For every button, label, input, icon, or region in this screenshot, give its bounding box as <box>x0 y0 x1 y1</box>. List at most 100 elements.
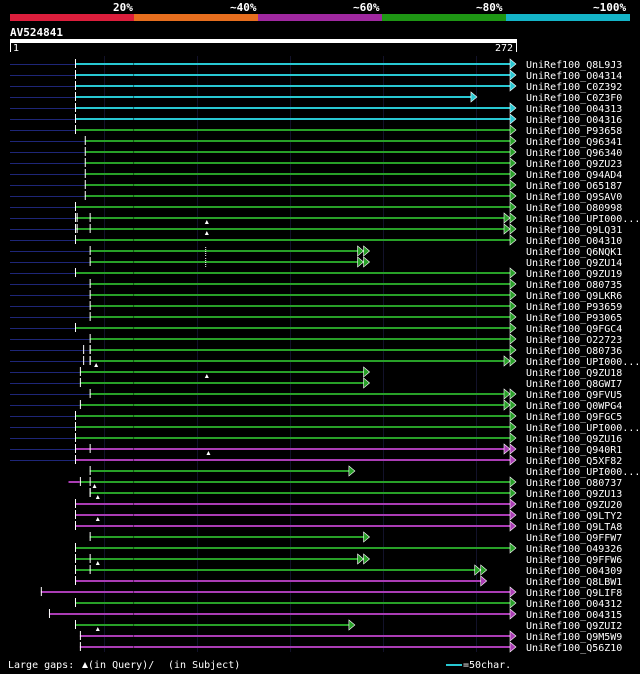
hit-row[interactable]: UniRef100_O04314 <box>10 69 622 82</box>
hit-row[interactable]: UniRef100_Q940R1 <box>10 443 622 456</box>
hit-row[interactable]: UniRef100_Q9LIF8 <box>40 586 623 599</box>
hit-row[interactable]: UniRef100_Q9ZU19 <box>10 267 622 280</box>
hit-row[interactable]: UniRef100_Q9LTY2 <box>75 509 622 522</box>
hit-arrow-head <box>509 113 517 125</box>
hit-row[interactable]: UniRef100_Q8GWI7 <box>10 377 622 390</box>
hit-row[interactable]: UniRef100_O80737 <box>68 476 622 489</box>
hit-row[interactable]: UniRef100_Q9ZU16 <box>10 432 622 445</box>
hit-row[interactable]: UniRef100_O80735 <box>10 278 622 291</box>
hit-name: UniRef100_Q94AD4 <box>526 170 622 181</box>
hit-name: UniRef100_Q9ZU20 <box>526 500 622 511</box>
hit-name: UniRef100_Q9FFW6 <box>526 555 622 566</box>
hit-name: UniRef100_P93659 <box>526 302 622 313</box>
hit-arrow-head <box>363 377 371 389</box>
hit-row[interactable]: UniRef100_Q9ZU20 <box>75 498 622 511</box>
hit-row[interactable]: UniRef100_Q0WPG4 <box>10 399 622 412</box>
hit-name: UniRef100_C0Z3F0 <box>526 93 622 104</box>
hit-row[interactable]: UniRef100_O49326 <box>75 542 622 555</box>
hit-arrow-head <box>509 102 517 114</box>
hit-row[interactable]: UniRef100_O04316 <box>10 113 622 126</box>
hit-row[interactable]: UniRef100_Q9FGC4 <box>10 322 622 335</box>
hit-name: UniRef100_Q9ZU13 <box>526 489 622 500</box>
hit-arrow-head <box>509 641 517 653</box>
hit-name: UniRef100_O04315 <box>526 610 622 621</box>
hit-row[interactable]: UniRef100_P93065 <box>10 311 622 324</box>
hit-arrow-head <box>509 509 517 521</box>
hit-row[interactable]: UniRef100_Q5XF82 <box>10 454 622 467</box>
legend-swatch-60 <box>258 14 382 21</box>
hit-row[interactable]: UniRef100_Q8LBW1 <box>75 575 622 588</box>
hit-row[interactable]: UniRef100_Q9ZU14 <box>10 256 622 269</box>
hit-row[interactable]: UniRef100_Q9FFW7 <box>89 531 623 544</box>
hit-arrow-head <box>503 388 511 400</box>
query-bar <box>10 39 517 43</box>
hit-arrow-head <box>509 432 517 444</box>
hit-row[interactable]: UniRef100_UPI000... <box>10 212 640 225</box>
hit-row[interactable]: UniRef100_Q8L9J3 <box>10 58 622 71</box>
hit-arrow-head <box>509 520 517 532</box>
hit-row[interactable]: UniRef100_O80998 <box>10 201 622 214</box>
hit-name: UniRef100_C0Z392 <box>526 82 622 93</box>
hit-name: UniRef100_Q96340 <box>526 148 622 159</box>
hit-row[interactable]: UniRef100_O04310 <box>10 234 622 247</box>
hit-row[interactable]: UniRef100_Q9LKR6 <box>10 289 622 302</box>
hit-name: UniRef100_O04314 <box>526 71 622 82</box>
hit-arrow-head <box>509 597 517 609</box>
hit-name: UniRef100_Q9ZU23 <box>526 159 622 170</box>
hit-name: UniRef100_Q8GWI7 <box>526 379 622 390</box>
hit-row[interactable]: UniRef100_Q9SAV0 <box>10 190 622 203</box>
hit-row[interactable]: UniRef100_Q9LTA8 <box>75 520 622 533</box>
hit-row[interactable]: UniRef100_O04313 <box>10 102 622 115</box>
hit-arrow-head <box>509 201 517 213</box>
hit-name: UniRef100_Q940R1 <box>526 445 622 456</box>
hit-arrow-head <box>509 410 517 422</box>
hit-row[interactable]: UniRef100_Q9ZU23 <box>10 157 622 170</box>
hit-row[interactable]: UniRef100_Q9ZU18 <box>10 366 622 379</box>
hit-arrow-head <box>509 300 517 312</box>
hit-row[interactable]: UniRef100_O22723 <box>10 333 622 346</box>
hit-name: UniRef100_Q9ZUI2 <box>526 621 622 632</box>
hit-row[interactable]: UniRef100_UPI000... <box>10 355 640 368</box>
hit-arrow-head <box>509 630 517 642</box>
hit-row[interactable]: UniRef100_O04312 <box>75 597 622 610</box>
hit-row[interactable]: UniRef100_C0Z3F0 <box>10 91 622 104</box>
hit-row[interactable]: UniRef100_Q94AD4 <box>10 168 622 181</box>
hit-name: UniRef100_Q0WPG4 <box>526 401 622 412</box>
hit-name: UniRef100_O65187 <box>526 181 622 192</box>
hit-row[interactable]: UniRef100_Q9ZU13 <box>89 487 623 500</box>
hit-arrow-head <box>509 586 517 598</box>
hit-row[interactable]: UniRef100_Q9M5W9 <box>79 630 622 643</box>
hit-row[interactable]: UniRef100_O04315 <box>48 608 622 621</box>
hit-name: UniRef100_P93065 <box>526 313 622 324</box>
hit-row[interactable]: UniRef100_O80736 <box>10 344 622 357</box>
hit-rows: UniRef100_Q8L9J3UniRef100_O04314UniRef10… <box>10 58 640 654</box>
hit-row[interactable]: UniRef100_Q9FGC5 <box>10 410 622 423</box>
hit-arrow-head <box>509 311 517 323</box>
legend-swatch-80 <box>382 14 506 21</box>
query-gap-icon <box>95 517 100 521</box>
hit-row[interactable]: UniRef100_Q9ZUI2 <box>75 619 622 632</box>
hit-arrow-head <box>509 498 517 510</box>
hit-row[interactable]: UniRef100_O65187 <box>10 179 622 192</box>
hit-row[interactable]: UniRef100_UPI000... <box>10 421 640 434</box>
hit-row[interactable]: UniRef100_Q56Z10 <box>79 641 622 654</box>
hit-row[interactable]: UniRef100_O04309 <box>75 564 622 577</box>
footer: Large gaps: (in Query)/ (in Subject) =50… <box>8 660 511 671</box>
hit-row[interactable]: UniRef100_C0Z392 <box>10 80 622 93</box>
hit-row[interactable]: UniRef100_Q9FFW6 <box>75 553 622 566</box>
hit-arrow-head <box>509 168 517 180</box>
hit-name: UniRef100_O49326 <box>526 544 622 555</box>
hit-arrow-head <box>503 399 511 411</box>
hit-row[interactable]: UniRef100_Q6NQK1 <box>10 245 622 258</box>
hit-arrow-head <box>509 421 517 433</box>
hit-row[interactable]: UniRef100_Q9LQ31 <box>10 223 622 236</box>
hit-row[interactable]: UniRef100_UPI000... <box>89 465 640 478</box>
hit-row[interactable]: UniRef100_Q9FVU5 <box>10 388 622 401</box>
in-subject-label: (in Subject) <box>168 660 240 671</box>
hit-row[interactable]: UniRef100_P93659 <box>10 300 622 313</box>
hit-row[interactable]: UniRef100_Q96341 <box>10 135 622 148</box>
hit-row[interactable]: UniRef100_Q96340 <box>10 146 622 159</box>
query-gap-icon <box>95 495 100 499</box>
hit-row[interactable]: UniRef100_P93658 <box>10 124 622 137</box>
